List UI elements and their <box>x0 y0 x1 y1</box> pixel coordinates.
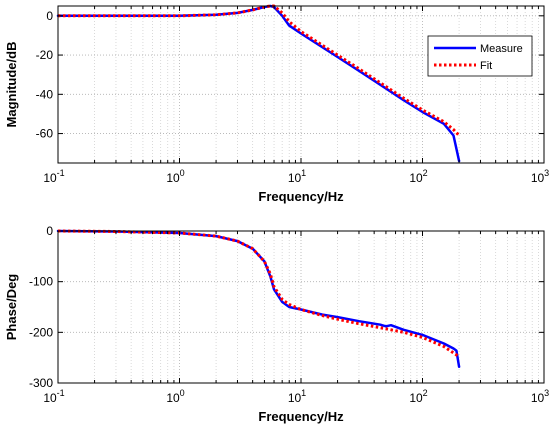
x-tick-label: 100 <box>166 388 184 405</box>
phase-chart: 10-1 100 101 102 103 0 -100 -200 -300 Frequency/H… <box>4 224 549 424</box>
magnitude-chart: 10-1 100 101 102 103 0 -20 -40 -60 Frequency/Hz Ma… <box>4 4 549 204</box>
y-tick-label: 0 <box>46 224 53 238</box>
y-tick-label: -40 <box>36 87 54 101</box>
y-tick-label: -100 <box>29 275 53 289</box>
x-tick-label: 100 <box>166 168 184 185</box>
y-tick-label: -60 <box>36 127 54 141</box>
series-line-fit <box>58 4 461 137</box>
x-axis-label: Frequency/Hz <box>258 189 344 204</box>
legend-box <box>427 35 533 77</box>
x-tick-label: 101 <box>288 168 306 185</box>
y-tick-label: -300 <box>29 376 53 390</box>
legend-entry-fit: Fit <box>480 60 492 72</box>
x-tick-label: 102 <box>409 168 427 185</box>
x-tick-label: 101 <box>288 388 306 405</box>
legend-entry-measure: Measure <box>480 43 523 55</box>
x-tick-label: 103 <box>531 168 549 185</box>
x-tick-label: 10-1 <box>43 168 64 185</box>
y-tick-label: -20 <box>36 48 54 62</box>
y-tick-label: 0 <box>46 9 53 23</box>
x-tick-label: 10-1 <box>43 388 64 405</box>
x-axis-label: Frequency/Hz <box>258 409 344 424</box>
legend: Measure Fit <box>427 35 533 77</box>
y-axis-label: Phase/Deg <box>4 274 19 341</box>
y-axis-label: Magnitude/dB <box>4 42 19 128</box>
x-tick-label: 103 <box>531 388 549 405</box>
series-line-fit <box>57 229 460 358</box>
y-tick-label: -200 <box>29 325 53 339</box>
x-tick-label: 102 <box>409 388 427 405</box>
